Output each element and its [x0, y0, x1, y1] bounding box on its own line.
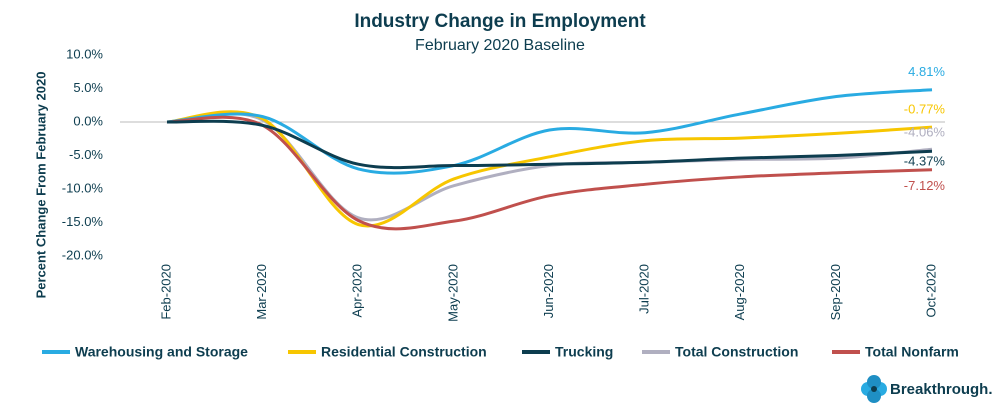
y-tick-label: 0.0% [73, 113, 103, 128]
y-tick-label: -10.0% [62, 180, 104, 195]
series-line [166, 110, 933, 228]
data-label: -4.37% [904, 154, 946, 169]
y-tick-label: -20.0% [62, 247, 104, 262]
data-label: 4.81% [908, 64, 945, 79]
y-tick-label: 10.0% [66, 46, 103, 61]
x-tick-label: Oct-2020 [923, 264, 938, 317]
x-tick-label: Jul-2020 [637, 264, 652, 314]
legend-label: Warehousing and Storage [75, 344, 248, 360]
data-label: -4.06% [904, 125, 946, 140]
y-tick-label: -5.0% [69, 147, 103, 162]
x-tick-label: Feb-2020 [158, 264, 173, 320]
data-label: -7.12% [904, 178, 946, 193]
y-tick-label: -15.0% [62, 214, 104, 229]
y-tick-label: 5.0% [73, 80, 103, 95]
chart-title: Industry Change in Employment [354, 11, 646, 32]
data-label: -0.77% [904, 102, 946, 117]
series-line [166, 88, 933, 175]
brand-name: Breakthrough. [890, 381, 993, 398]
legend-label: Residential Construction [321, 344, 487, 360]
legend-label: Total Construction [675, 344, 798, 360]
y-axis-label: Percent Change From February 2020 [33, 72, 48, 299]
x-tick-label: Aug-2020 [732, 264, 747, 320]
series-line [166, 115, 933, 231]
chart-subtitle: February 2020 Baseline [415, 37, 585, 54]
x-tick-label: Apr-2020 [350, 264, 365, 317]
legend-label: Total Nonfarm [865, 344, 959, 360]
x-tick-label: Jun-2020 [541, 264, 556, 318]
legend-label: Trucking [555, 344, 613, 360]
series-line [166, 119, 933, 170]
brand-logo [861, 375, 887, 403]
x-tick-label: Mar-2020 [254, 264, 269, 320]
x-tick-label: Sep-2020 [828, 264, 843, 320]
x-tick-label: May-2020 [445, 264, 460, 322]
